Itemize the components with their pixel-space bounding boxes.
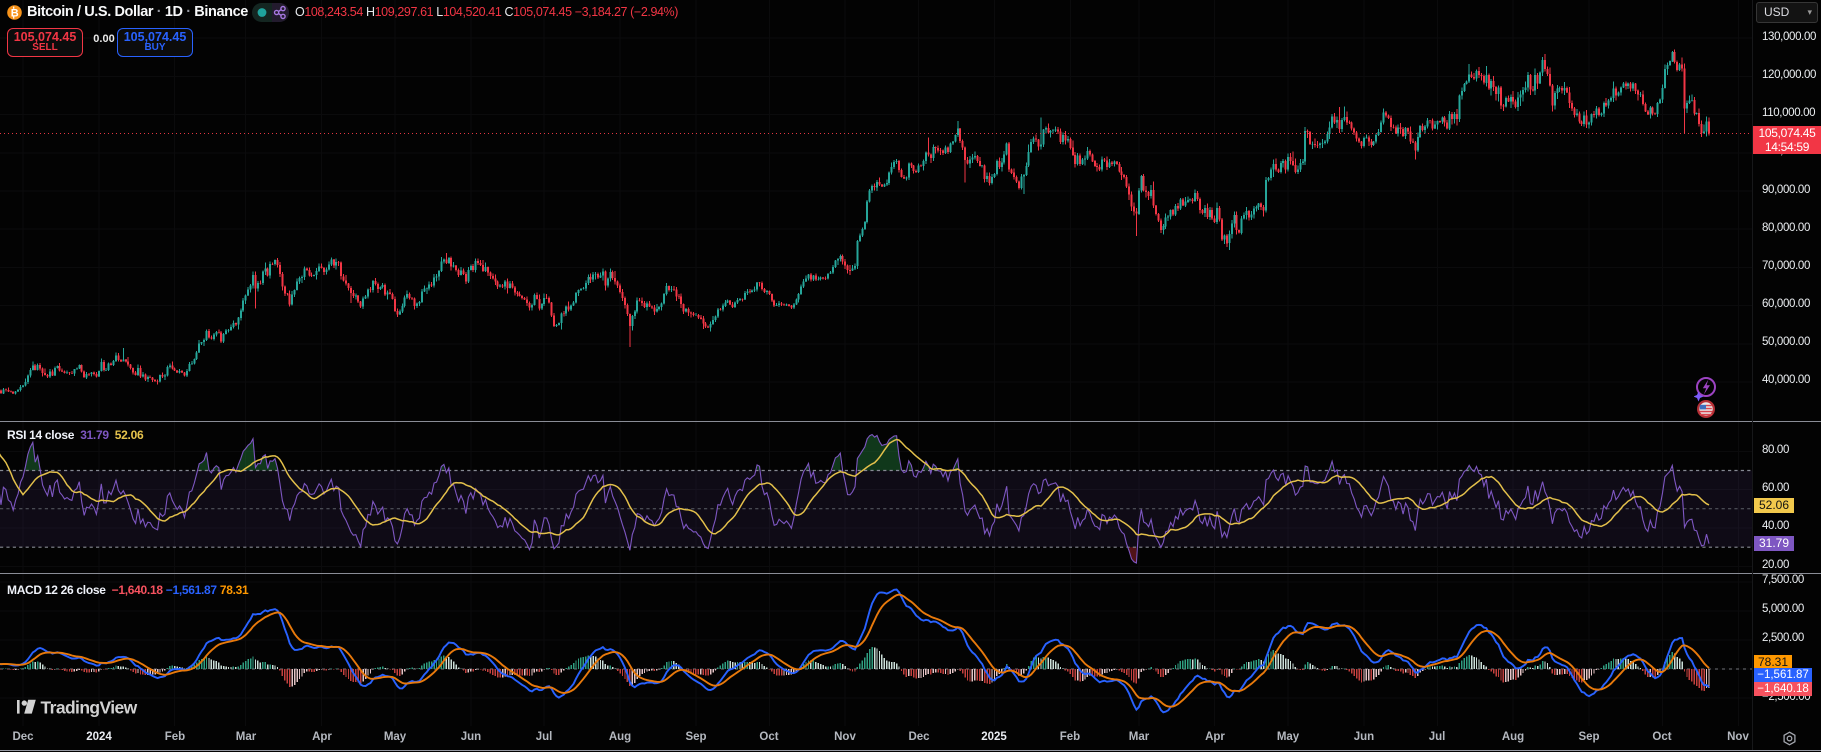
svg-text:TradingView: TradingView [41,698,138,718]
svg-text:B: B [11,8,19,20]
